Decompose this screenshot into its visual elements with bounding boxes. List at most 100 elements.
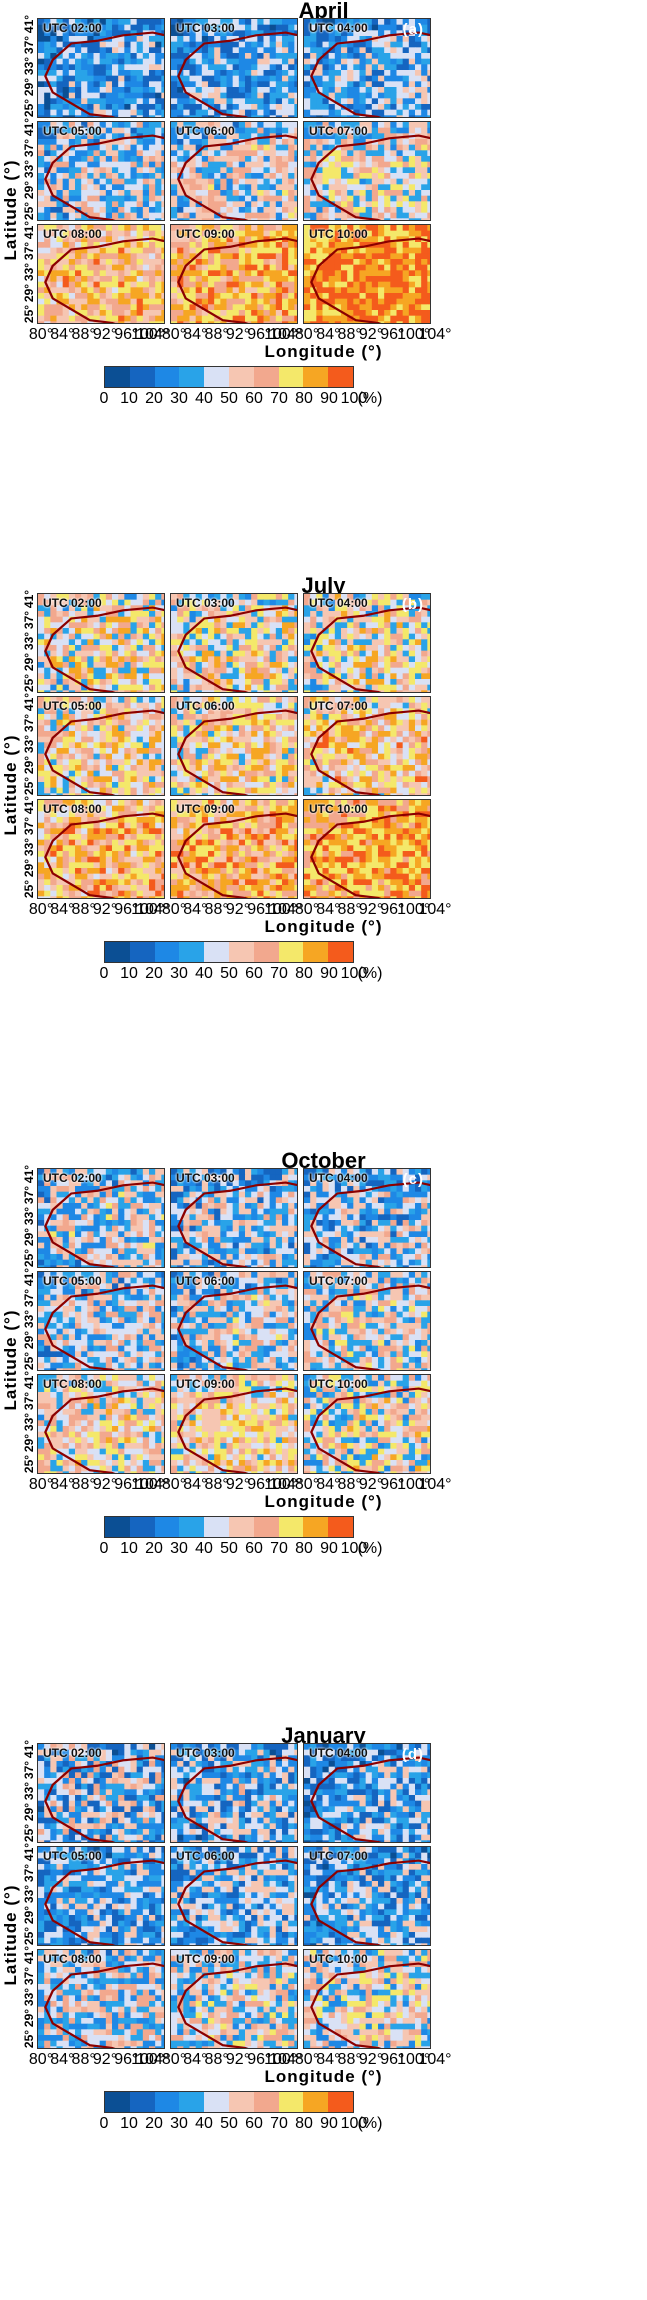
heatmap-cell — [294, 150, 297, 157]
heatmap-cell — [257, 161, 264, 168]
heatmap-cell — [263, 87, 271, 94]
heatmap-cell — [93, 139, 101, 146]
heatmap-field — [304, 19, 430, 117]
heatmap-cell — [56, 24, 64, 31]
heatmap-cell — [118, 167, 125, 174]
heatmap-cell — [118, 156, 125, 163]
heatmap-cell — [161, 225, 164, 232]
heatmap-cell — [220, 190, 227, 197]
heatmap-cell — [390, 178, 397, 185]
heatmap-cell — [421, 127, 428, 134]
heatmap-cell — [171, 212, 178, 219]
heatmap-cell — [263, 104, 271, 111]
heatmap-cell — [232, 184, 240, 191]
heatmap-cell — [245, 36, 252, 43]
heatmap-cell — [310, 218, 317, 220]
heatmap-cell — [316, 167, 323, 174]
heatmap-cell — [136, 109, 144, 116]
heatmap-cell — [44, 64, 51, 71]
heatmap-cell — [251, 104, 258, 111]
y-tick-label: 41° — [22, 221, 36, 239]
heatmap-cell — [38, 139, 45, 146]
heatmap-cell — [189, 212, 197, 219]
heatmap-cell — [93, 287, 101, 294]
heatmap-cell — [408, 75, 416, 82]
heatmap-cell — [378, 92, 385, 99]
heatmap-cell — [177, 98, 184, 105]
heatmap-cell — [408, 24, 416, 31]
heatmap-cell — [396, 104, 404, 111]
heatmap-cell — [353, 81, 360, 88]
heatmap-cell — [93, 92, 101, 99]
heatmap-cell — [251, 98, 258, 105]
heatmap-cell — [408, 104, 416, 111]
heatmap-cell — [251, 218, 258, 220]
heatmap-cell — [155, 173, 162, 180]
heatmap-cell — [112, 242, 119, 249]
heatmap-cell — [371, 207, 379, 214]
heatmap-cell — [136, 270, 144, 277]
heatmap-cell — [304, 41, 311, 48]
heatmap-cell — [251, 150, 258, 157]
heatmap-cell — [161, 139, 164, 146]
heatmap-cell — [136, 321, 144, 323]
heatmap-cell — [245, 207, 252, 214]
heatmap-cell — [130, 315, 138, 322]
heatmap-cell — [105, 236, 113, 243]
heatmap-cell — [238, 109, 246, 116]
heatmap-cell — [105, 64, 113, 71]
heatmap-cell — [322, 161, 330, 168]
heatmap-cell — [421, 24, 428, 31]
heatmap-cell — [232, 24, 240, 31]
heatmap-cell — [359, 19, 367, 26]
heatmap-cell — [62, 30, 70, 37]
heatmap-cell — [75, 230, 82, 237]
heatmap-cell — [384, 150, 391, 157]
heatmap-cell — [155, 167, 162, 174]
heatmap-cell — [341, 53, 348, 60]
heatmap-cell — [378, 70, 385, 77]
heatmap-cell — [142, 156, 150, 163]
heatmap-cell — [257, 139, 264, 146]
heatmap-cell — [142, 139, 150, 146]
heatmap-cell — [50, 225, 57, 232]
heatmap-cell — [105, 173, 113, 180]
heatmap-cell — [68, 207, 76, 214]
heatmap-cell — [155, 321, 162, 323]
heatmap-cell — [201, 150, 209, 157]
heatmap-cell — [238, 98, 246, 105]
heatmap-cell — [402, 195, 410, 202]
heatmap-cell — [183, 156, 190, 163]
heatmap-cell — [238, 212, 246, 219]
heatmap-cell — [427, 190, 430, 197]
heatmap-cell — [75, 253, 82, 260]
heatmap-cell — [208, 167, 215, 174]
heatmap-cell — [316, 104, 323, 111]
heatmap-cell — [99, 81, 107, 88]
heatmap-cell — [105, 315, 113, 322]
heatmap-cell — [415, 190, 422, 197]
heatmap-cell — [105, 253, 113, 260]
heatmap-cell — [251, 195, 258, 202]
heatmap-cell — [149, 122, 156, 129]
heatmap-cell — [62, 236, 70, 243]
heatmap-cell — [161, 24, 164, 31]
heatmap-cell — [62, 144, 70, 151]
heatmap-cell — [322, 24, 330, 31]
heatmap-cell — [161, 304, 164, 311]
heatmap-cell — [304, 81, 311, 88]
heatmap-cell — [130, 253, 138, 260]
heatmap-cell — [93, 247, 101, 254]
heatmap-cell — [93, 36, 101, 43]
heatmap-cell — [226, 75, 234, 82]
heatmap-cell — [257, 104, 264, 111]
heatmap-cell — [149, 178, 156, 185]
heatmap-cell — [50, 19, 57, 26]
heatmap-cell — [44, 247, 51, 254]
heatmap-cell — [177, 92, 184, 99]
heatmap-cell — [81, 144, 88, 151]
heatmap-cell — [171, 156, 178, 163]
heatmap-cell — [328, 161, 336, 168]
heatmap-cell — [161, 173, 164, 180]
heatmap-cell — [149, 195, 156, 202]
